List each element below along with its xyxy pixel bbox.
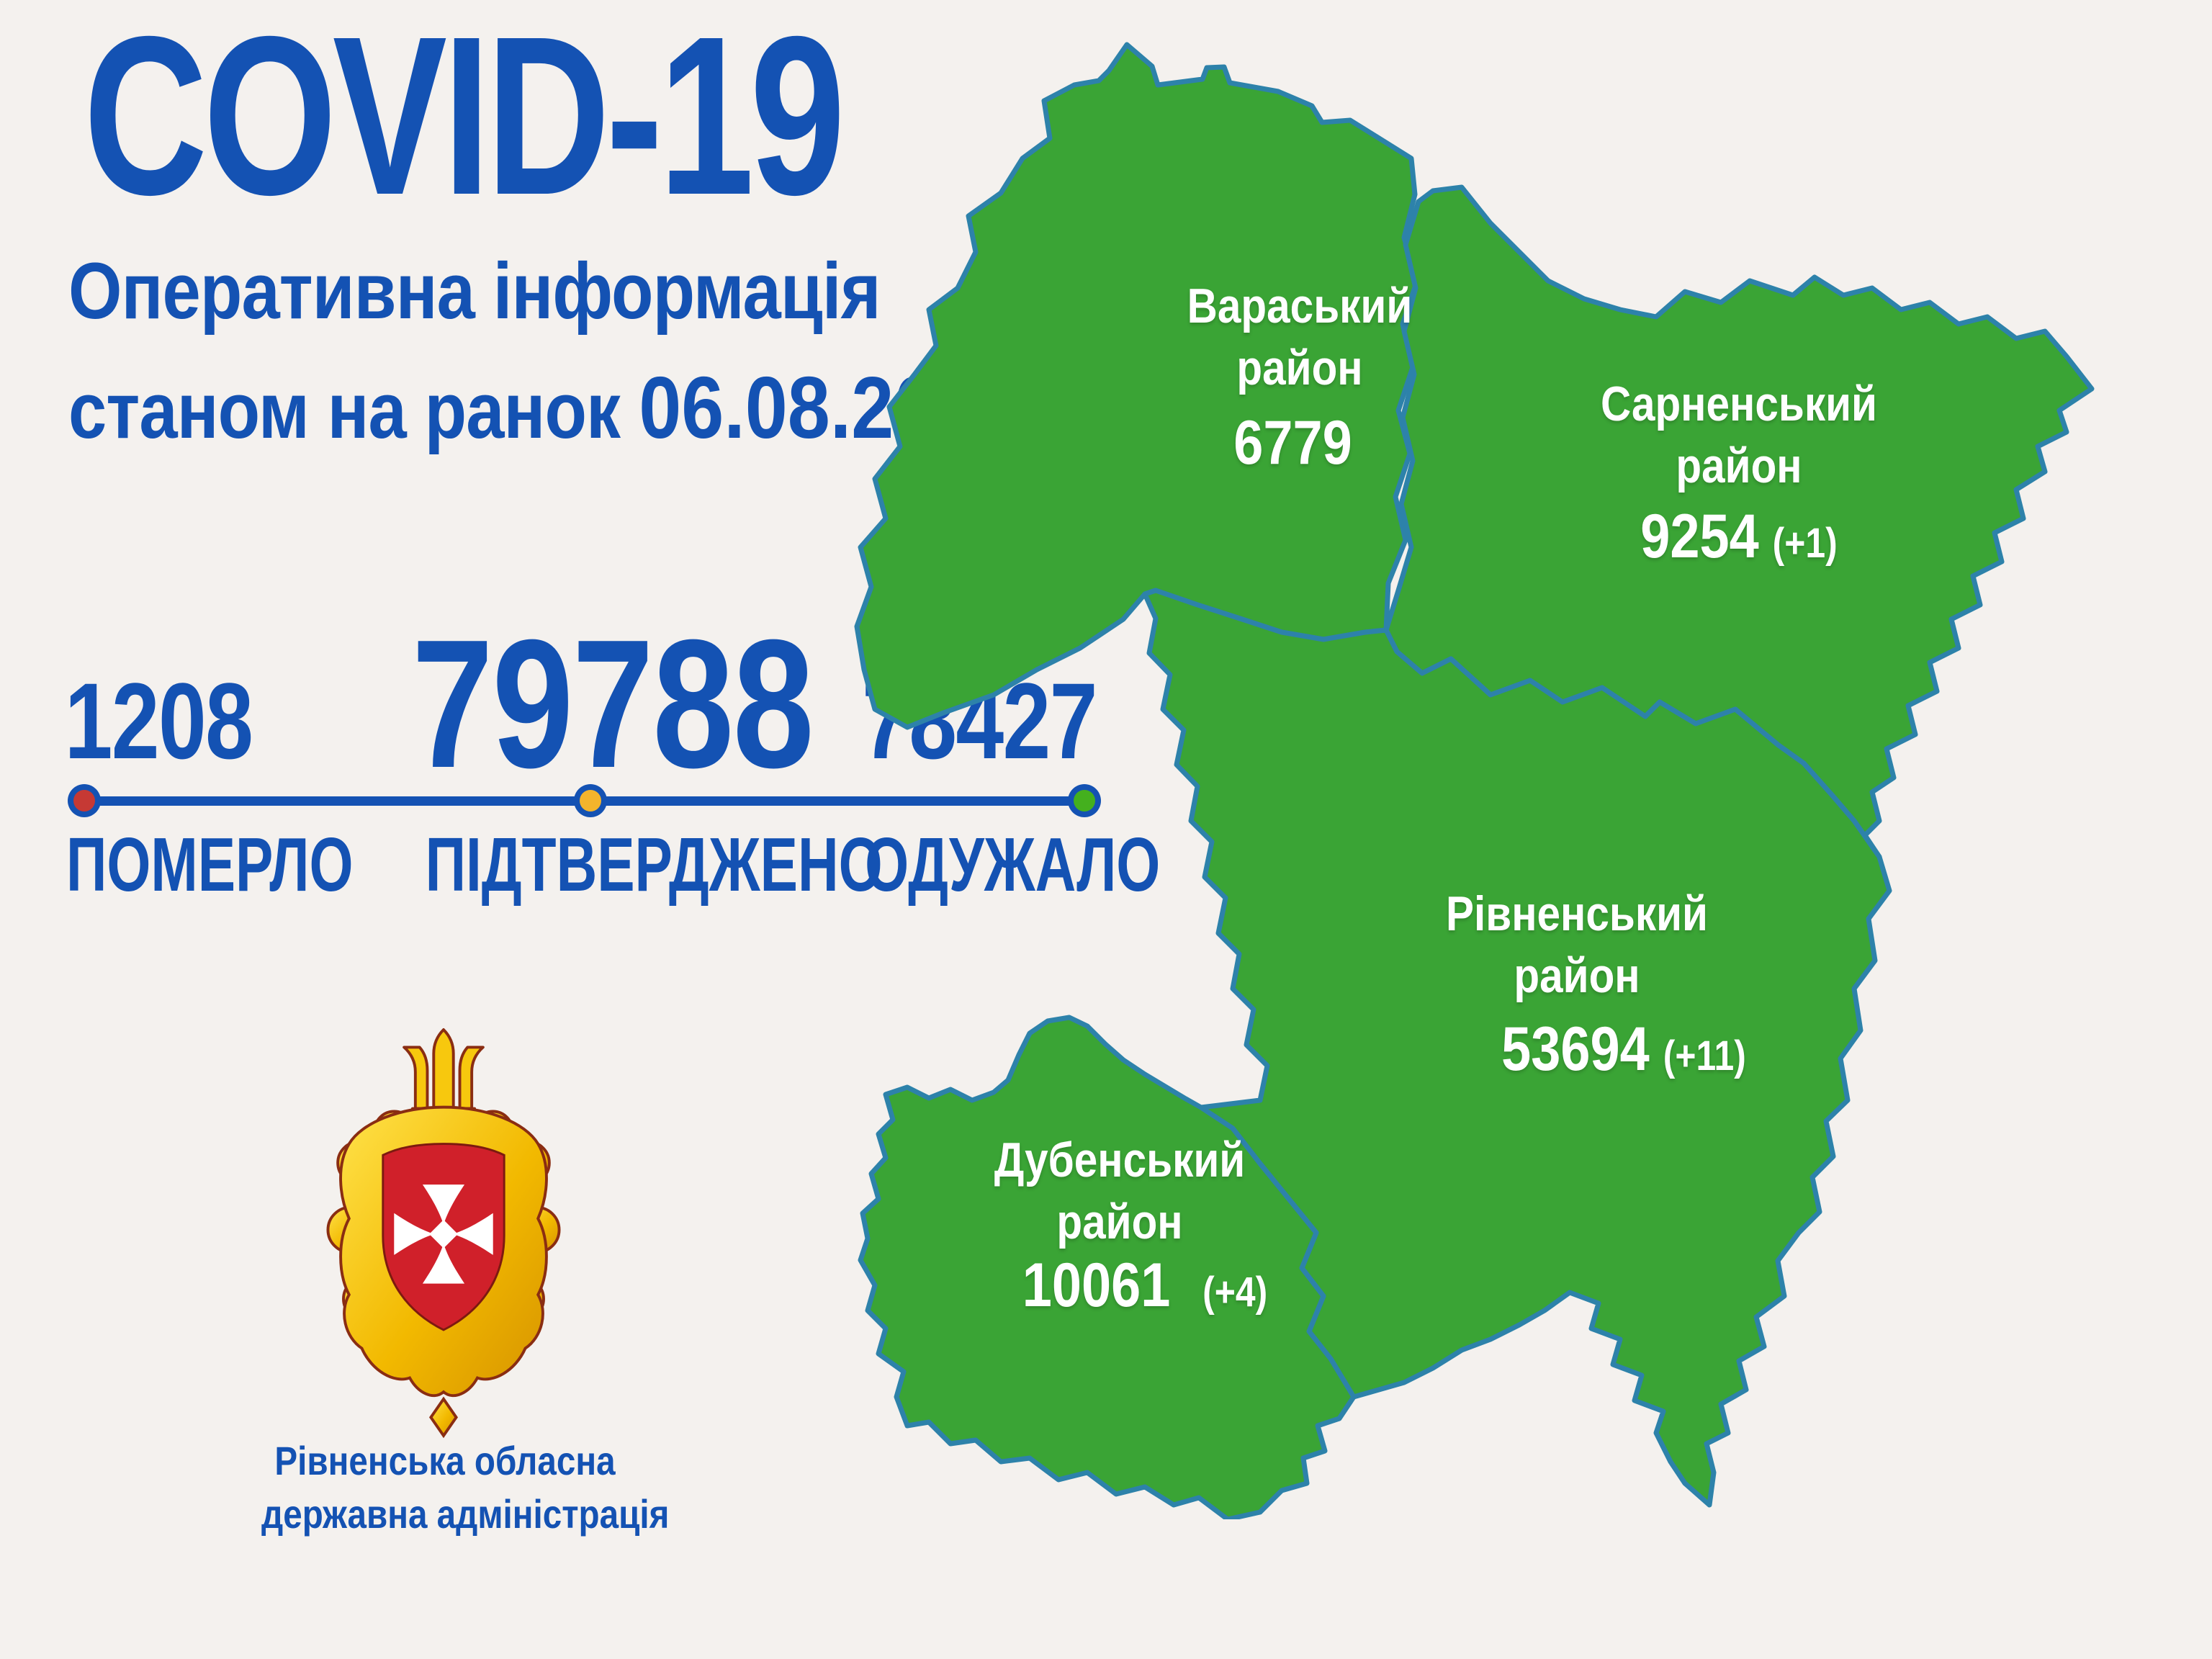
dubno-district-label: Дубенський район — [994, 1133, 1246, 1249]
died-label: ПОМЕРЛО — [66, 822, 354, 907]
recovered-label: ОДУЖАЛО — [865, 822, 1161, 907]
died-dot-icon — [68, 784, 101, 817]
rivne-oblast-map — [854, 42, 2095, 1519]
district-shape-dubno — [858, 1015, 1357, 1519]
confirmed-count: 79788 — [412, 601, 814, 806]
dubno-delta: (+4) — [1202, 1269, 1268, 1316]
rivne-coat-of-arms — [326, 1028, 561, 1439]
organization-line1: Рівненська обласна — [274, 1438, 616, 1483]
died-count: 1208 — [64, 660, 253, 781]
subtitle-line1: Оперативна інформація — [68, 247, 881, 336]
organization-name: Рівненська обласна державна адміністраці… — [261, 1434, 670, 1541]
recovered-dot-icon — [1068, 784, 1101, 817]
rivne-district-value: 53694 (+11) — [1501, 1015, 1746, 1084]
sarny-district-label: Сарненський район — [1600, 377, 1877, 493]
sarny-district-value: 9254 (+1) — [1640, 502, 1838, 571]
organization-line2: державна адміністрація — [261, 1491, 670, 1537]
confirmed-dot-icon — [574, 784, 607, 817]
white-cross-icon — [394, 1184, 493, 1284]
confirmed-label: ПІДТВЕРДЖЕНО — [425, 822, 883, 907]
varash-district-value: 6779 — [1233, 408, 1352, 477]
rivne-delta: (+11) — [1663, 1033, 1746, 1079]
sarny-delta: (+1) — [1772, 520, 1838, 567]
dubno-district-value: 10061 (+4) — [1022, 1251, 1268, 1320]
district-shape-rivne — [1142, 588, 1892, 1508]
rivne-district-label: Рівненський район — [1445, 886, 1709, 1003]
page-title: COVID-19 — [84, 0, 845, 242]
subtitle-line2-text: станом на ранок — [68, 367, 621, 455]
district-shape-sarny — [1383, 184, 2095, 860]
varash-district-label: Вараський район — [1187, 279, 1413, 395]
district-shape-varash — [854, 42, 1420, 730]
